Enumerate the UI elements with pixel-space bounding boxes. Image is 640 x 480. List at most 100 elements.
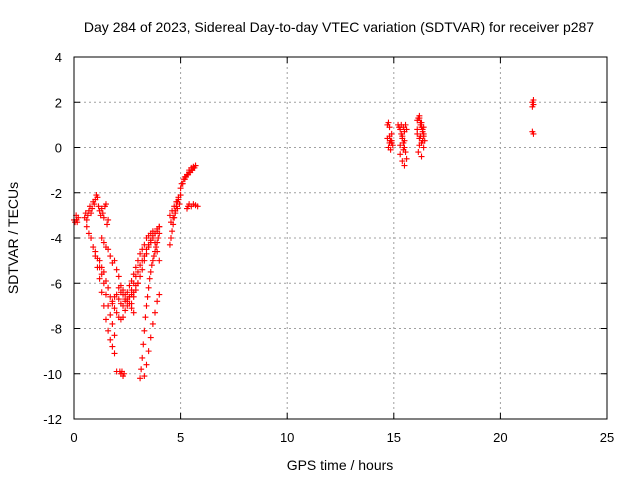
data-point (169, 207, 176, 214)
y-tick-label: 0 (55, 141, 62, 156)
data-point (399, 158, 406, 165)
data-point (85, 230, 92, 237)
data-point (107, 253, 114, 260)
data-point (105, 284, 112, 291)
data-point (98, 235, 105, 241)
data-point (194, 203, 201, 210)
y-tick-label: -6 (50, 276, 62, 291)
data-point (137, 375, 144, 382)
data-point (91, 201, 98, 208)
y-tick-label: -8 (50, 322, 62, 337)
data-point (399, 133, 406, 140)
data-point (104, 221, 111, 228)
data-point (107, 311, 114, 318)
data-point (148, 262, 155, 269)
data-point (402, 121, 409, 128)
data-point (401, 162, 408, 169)
x-tick-label: 5 (177, 430, 184, 445)
data-point (417, 133, 424, 140)
data-point (122, 307, 129, 314)
data-point (105, 216, 112, 223)
data-point (90, 244, 97, 251)
data-point (386, 124, 393, 131)
y-tick-label: -4 (50, 231, 62, 246)
data-point (73, 216, 80, 223)
data-point (146, 275, 153, 282)
data-point (113, 309, 120, 316)
data-point (94, 194, 101, 201)
data-point (389, 142, 396, 149)
data-point (130, 271, 137, 278)
data-point (387, 146, 394, 153)
data-point (128, 300, 135, 307)
data-point (109, 320, 116, 327)
data-point (147, 239, 154, 246)
data-point (174, 205, 181, 212)
data-point (105, 302, 112, 309)
data-point (143, 302, 150, 309)
data-point (132, 264, 139, 271)
x-tick-label: 20 (493, 430, 507, 445)
data-point (145, 348, 152, 355)
x-tick-label: 0 (70, 430, 77, 445)
data-point (168, 219, 175, 226)
data-point (98, 205, 105, 212)
data-point (166, 212, 173, 219)
data-point (400, 146, 407, 153)
data-point (105, 327, 112, 334)
data-point (153, 244, 160, 251)
data-point (98, 289, 105, 296)
x-tick-labels: 0 5 10 15 20 25 (70, 430, 614, 445)
data-point (156, 223, 163, 230)
data-point (152, 230, 159, 237)
data-point (138, 366, 145, 373)
data-point (397, 126, 404, 133)
data-point (141, 327, 148, 334)
chart-title: Day 284 of 2023, Sidereal Day-to-day VTE… (84, 19, 594, 35)
data-point (109, 343, 116, 350)
data-point (107, 336, 114, 343)
data-point (178, 180, 185, 187)
data-point (176, 201, 183, 208)
data-point (401, 137, 408, 144)
data-point (420, 124, 427, 131)
data-point (128, 277, 135, 284)
data-point (185, 203, 192, 210)
data-point (132, 287, 139, 294)
data-point (111, 350, 118, 357)
data-point (420, 144, 427, 151)
y-tick-label: -2 (50, 186, 62, 201)
data-point (113, 266, 120, 273)
data-point (141, 257, 148, 264)
data-point (175, 196, 182, 203)
data-point (137, 262, 144, 269)
data-point (388, 137, 395, 144)
data-point (145, 244, 152, 251)
data-points (71, 96, 537, 382)
y-tick-label: -10 (43, 367, 62, 382)
data-point (144, 293, 151, 300)
data-point (137, 250, 144, 257)
data-point (418, 153, 425, 160)
grid (74, 57, 607, 419)
data-point (143, 361, 150, 368)
data-point (92, 248, 99, 255)
data-point (109, 298, 116, 305)
data-point (172, 210, 179, 217)
data-point (120, 302, 127, 309)
data-point (397, 142, 404, 149)
data-point (143, 250, 150, 257)
data-point (142, 314, 149, 321)
data-point (530, 130, 537, 137)
data-point (83, 223, 90, 230)
data-point (102, 277, 109, 284)
y-tick-label: 4 (55, 50, 62, 65)
data-point (99, 210, 106, 217)
data-point (152, 248, 159, 255)
data-point (419, 137, 426, 144)
data-point (397, 151, 404, 158)
data-point (149, 235, 156, 241)
data-point (388, 130, 395, 137)
data-point (134, 268, 141, 275)
data-point (102, 201, 109, 208)
